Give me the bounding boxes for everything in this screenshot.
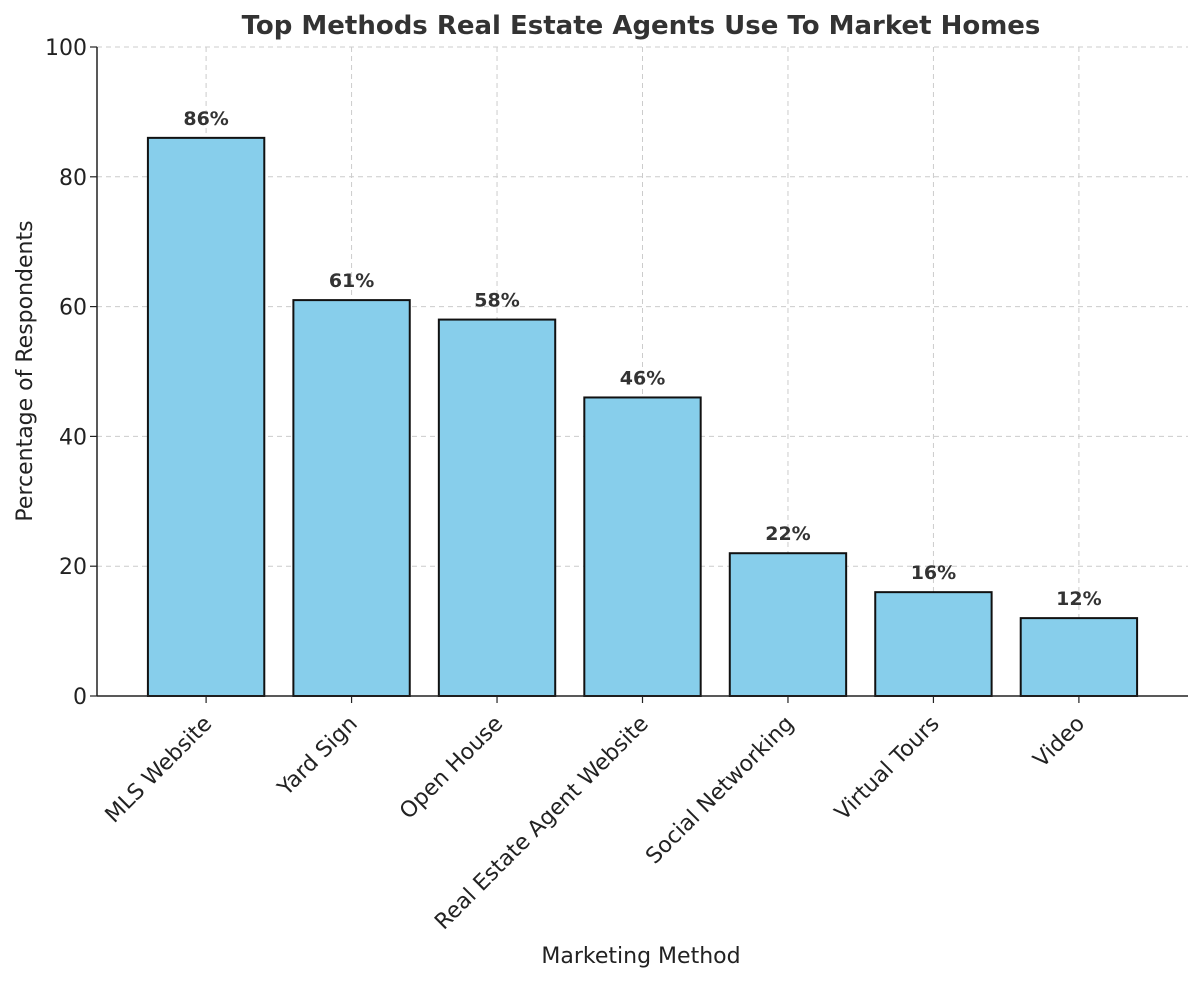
bar — [728, 552, 848, 697]
y-tick-label: 60 — [59, 296, 87, 321]
x-tick-label: Video — [1029, 711, 1090, 772]
x-tick-label: Virtual Tours — [830, 711, 944, 825]
bar-layer — [146, 136, 1139, 698]
chart-title: Top Methods Real Estate Agents Use To Ma… — [242, 11, 1041, 41]
data-label: 58% — [474, 290, 519, 312]
bar — [583, 396, 702, 697]
bar — [1019, 617, 1139, 697]
data-label-layer: 86% 61% 58% 46% 22% 16% 12% — [183, 108, 1101, 610]
y-tick-label: 100 — [45, 36, 87, 61]
bar — [874, 591, 993, 697]
data-label: 86% — [183, 108, 228, 130]
x-tick-label: Social Networking — [641, 711, 799, 869]
data-label: 16% — [911, 562, 956, 584]
y-tick-label: 0 — [73, 685, 87, 710]
y-tick-label: 20 — [59, 555, 87, 580]
x-tick-label: Open House — [395, 711, 508, 824]
y-axis-label: Percentage of Respondents — [13, 220, 38, 521]
data-label: 22% — [765, 523, 810, 545]
x-axis-label: Marketing Method — [541, 944, 740, 969]
data-label: 12% — [1056, 588, 1101, 610]
data-label: 61% — [329, 270, 374, 292]
bar — [437, 318, 557, 697]
x-tick-label: MLS Website — [101, 711, 218, 828]
bar — [292, 299, 411, 697]
y-tick-label: 80 — [59, 166, 87, 191]
y-tick-label: 40 — [59, 425, 87, 450]
bar — [146, 136, 266, 698]
data-label: 46% — [620, 367, 665, 389]
x-tick-label: Yard Sign — [273, 711, 363, 801]
